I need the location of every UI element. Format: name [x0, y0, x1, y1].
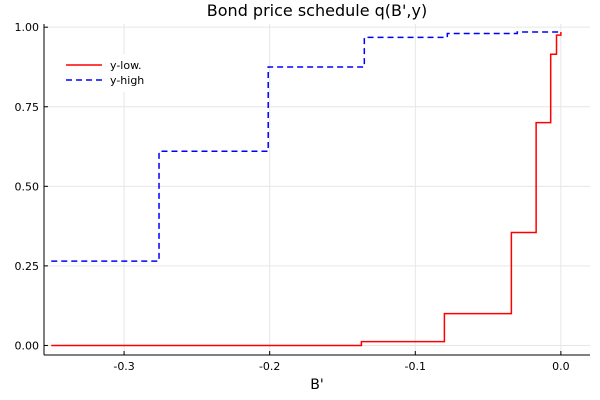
series-line-y-high — [51, 31, 561, 262]
y-tick-label: 0.00 — [15, 339, 40, 352]
series-lines — [51, 31, 562, 347]
chart-title: Bond price schedule q(B',y) — [207, 1, 427, 20]
y-tick-label: 0.25 — [15, 260, 40, 273]
x-tick-label: 0.0 — [552, 360, 570, 373]
legend-box — [56, 54, 156, 92]
y-tick-label: 1.00 — [15, 21, 40, 34]
ticks: -0.3 -0.2 -0.1 0.0 0.00 0.25 0.50 0.75 1.00 — [15, 21, 570, 373]
y-tick-label: 0.75 — [15, 101, 40, 114]
legend-label-y-high: y-high — [110, 74, 144, 87]
legend: y-low. y-high — [56, 54, 156, 92]
x-tick-label: -0.2 — [259, 360, 280, 373]
legend-label-y-low: y-low. — [110, 59, 142, 72]
x-axis-label: B' — [310, 377, 323, 393]
y-tick-label: 0.50 — [15, 180, 40, 193]
axes — [43, 24, 590, 356]
series-line-y-low — [51, 31, 562, 347]
x-tick-label: -0.1 — [405, 360, 426, 373]
x-tick-label: -0.3 — [113, 360, 134, 373]
